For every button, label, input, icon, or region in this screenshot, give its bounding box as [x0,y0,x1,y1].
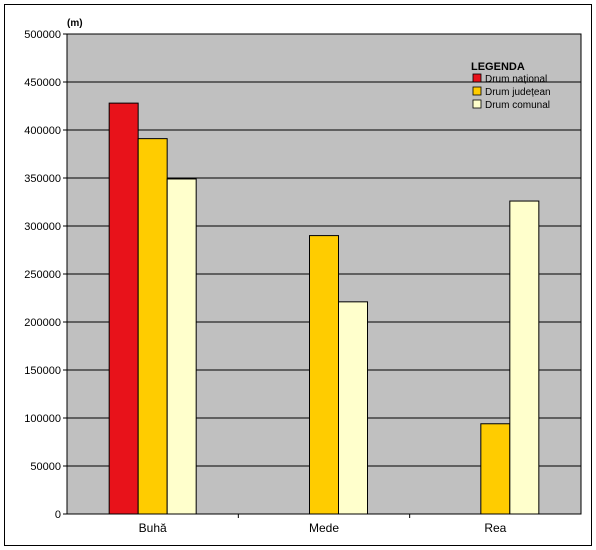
y-tick-label: 100000 [24,413,61,425]
y-tick-label: 450000 [24,77,61,89]
bar-1-1 [309,235,339,515]
y-tick-label: 150000 [24,365,61,377]
legend-swatch-2 [472,99,482,109]
bar-1-2 [480,423,511,515]
bar-2-2 [509,200,540,515]
x-tick-label: Mede [309,521,339,535]
y-tick-label: 250000 [24,269,61,281]
legend-swatch-0 [472,73,482,83]
y-tick-label: 50000 [30,461,61,473]
x-tick-label: Buhă [139,521,167,535]
y-unit-label: (m) [67,18,83,29]
bar-2-1 [338,301,368,515]
bar-2-0 [166,178,197,515]
y-tick-label: 400000 [24,125,61,137]
legend-label-1: Drum județean [485,87,551,98]
y-tick-label: 500000 [24,29,61,41]
x-tick-label: Rea [484,521,506,535]
legend-title: LEGENDA [471,61,525,73]
y-tick-label: 200000 [24,317,61,329]
legend-label-0: Drum național [485,74,547,85]
legend-swatch-1 [472,86,482,96]
bar-1-0 [137,138,168,515]
plot-area: 0 50000 100000 150000 200000 250000 300000 3500… [24,29,582,535]
y-tick-label: 0 [55,509,61,521]
legend-label-2: Drum comunal [485,100,550,111]
y-tick-label: 350000 [24,173,61,185]
bar-0-0 [108,102,139,515]
y-tick-label: 300000 [24,221,61,233]
